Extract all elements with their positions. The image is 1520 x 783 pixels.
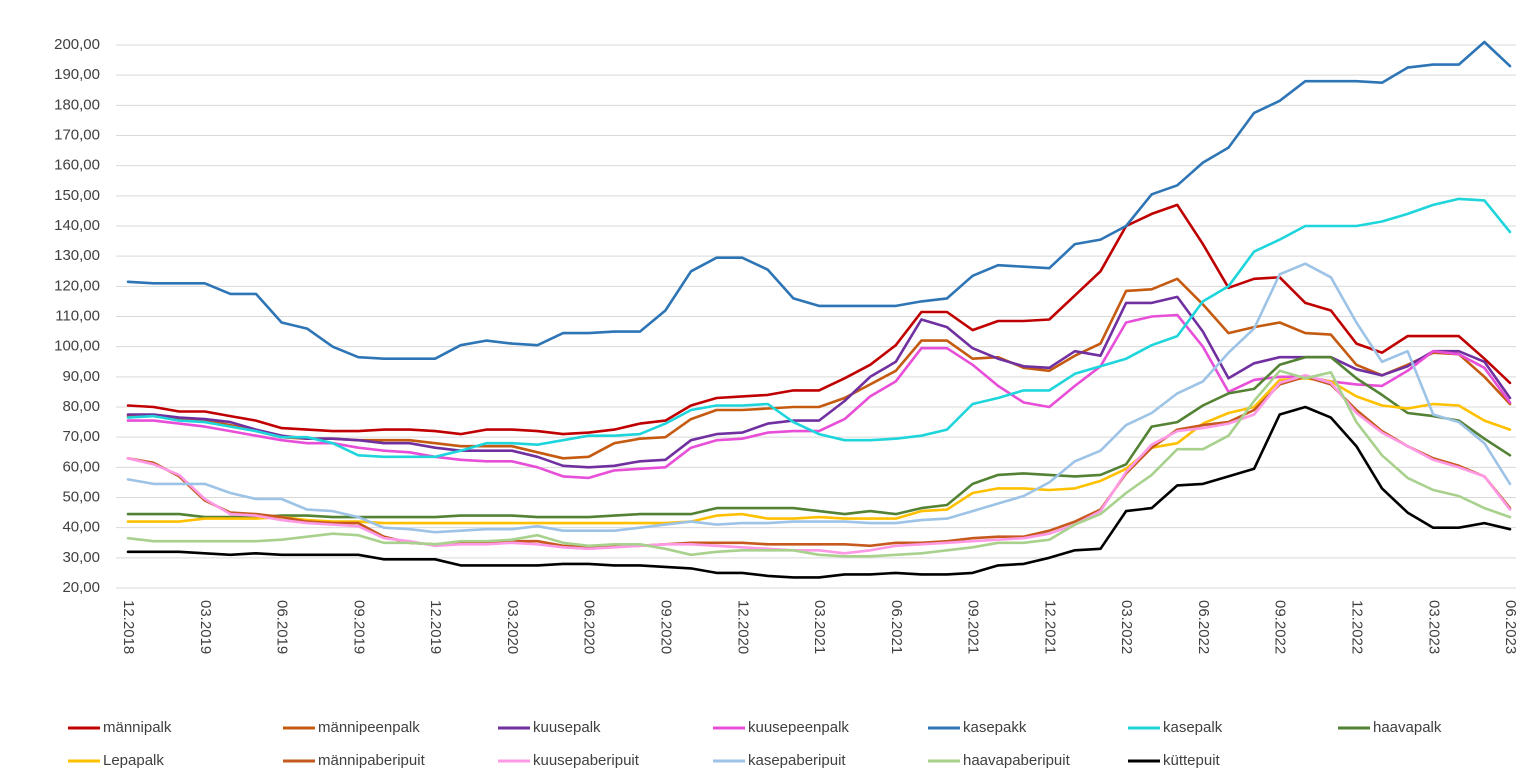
y-tick-label: 80,00 bbox=[62, 398, 100, 415]
legend-label: kuusepeenpalk bbox=[748, 719, 849, 736]
x-tick-label: 09.2021 bbox=[965, 600, 982, 654]
legend-label: Lepapalk bbox=[103, 752, 164, 769]
x-tick-label: 03.2023 bbox=[1425, 600, 1442, 654]
legend-label: kuusepaberipuit bbox=[533, 752, 640, 769]
x-tick-label: 12.2022 bbox=[1348, 600, 1365, 654]
y-tick-label: 110,00 bbox=[55, 307, 100, 324]
series-line bbox=[126, 295, 1512, 469]
y-tick-label: 200,00 bbox=[54, 36, 100, 53]
x-tick-label: 12.2018 bbox=[120, 600, 137, 654]
series-line bbox=[126, 262, 1512, 534]
y-tick-label: 170,00 bbox=[54, 126, 100, 143]
legend-label: kasepalk bbox=[1163, 719, 1223, 736]
y-tick-label: 70,00 bbox=[62, 428, 100, 445]
y-tick-label: 60,00 bbox=[62, 458, 100, 475]
y-tick-label: 30,00 bbox=[62, 549, 100, 566]
legend-label: haavapalk bbox=[1373, 719, 1442, 736]
series-line bbox=[126, 369, 1512, 558]
x-tick-label: 06.2019 bbox=[274, 600, 291, 654]
x-tick-label: 06.2021 bbox=[888, 600, 905, 654]
y-tick-label: 50,00 bbox=[62, 488, 100, 505]
series-line bbox=[126, 197, 1512, 459]
x-tick-label: 03.2019 bbox=[197, 600, 214, 654]
legend-label: männipaberipuit bbox=[318, 752, 426, 769]
legend-label: kuusepalk bbox=[533, 719, 601, 736]
y-tick-label: 90,00 bbox=[62, 368, 100, 385]
x-tick-label: 09.2020 bbox=[657, 600, 674, 654]
x-tick-label: 06.2020 bbox=[581, 600, 598, 654]
y-tick-label: 120,00 bbox=[54, 277, 100, 294]
x-tick-label: 06.2023 bbox=[1502, 600, 1519, 654]
y-tick-label: 190,00 bbox=[54, 66, 100, 83]
series-line bbox=[126, 313, 1512, 480]
y-tick-label: 150,00 bbox=[54, 187, 100, 204]
y-tick-label: 180,00 bbox=[54, 96, 100, 113]
x-tick-label: 12.2019 bbox=[427, 600, 444, 654]
legend-label: haavapaberipuit bbox=[963, 752, 1071, 769]
x-tick-label: 09.2022 bbox=[1272, 600, 1289, 654]
legend-label: kasepaberipuit bbox=[748, 752, 846, 769]
series-line bbox=[126, 377, 1512, 525]
y-tick-label: 40,00 bbox=[62, 519, 100, 536]
x-tick-label: 09.2019 bbox=[350, 600, 367, 654]
legend-label: kasepakk bbox=[963, 719, 1027, 736]
series-line bbox=[126, 374, 1512, 555]
legend-label: männipeenpalk bbox=[318, 719, 420, 736]
x-tick-label: 12.2021 bbox=[1041, 600, 1058, 654]
x-tick-label: 03.2021 bbox=[811, 600, 828, 654]
x-tick-label: 03.2022 bbox=[1118, 600, 1135, 654]
y-tick-label: 20,00 bbox=[62, 579, 100, 596]
series-line bbox=[126, 40, 1512, 360]
x-tick-label: 03.2020 bbox=[504, 600, 521, 654]
legend-label: männipalk bbox=[103, 719, 172, 736]
x-tick-label: 12.2020 bbox=[734, 600, 751, 654]
y-tick-label: 140,00 bbox=[54, 217, 100, 234]
y-tick-label: 130,00 bbox=[54, 247, 100, 264]
y-tick-label: 160,00 bbox=[54, 157, 100, 174]
x-tick-label: 06.2022 bbox=[1195, 600, 1212, 654]
y-tick-label: 100,00 bbox=[54, 338, 100, 355]
legend-label: küttepuit bbox=[1163, 752, 1221, 769]
series-line bbox=[126, 405, 1512, 579]
